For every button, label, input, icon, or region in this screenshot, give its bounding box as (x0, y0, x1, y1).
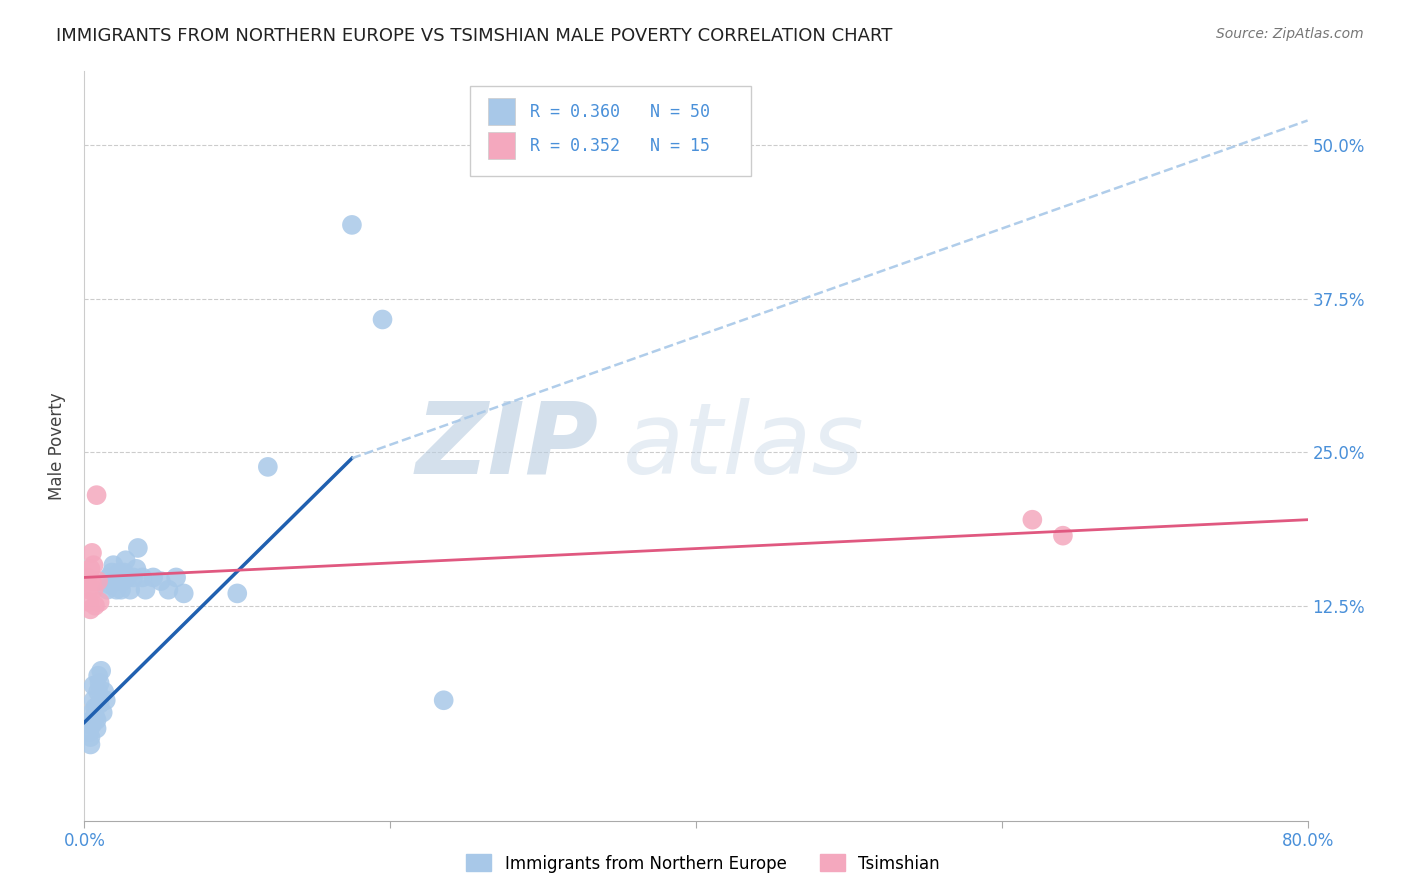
Point (125, 562, 148, 576)
Point (87, 574, 110, 588)
Point (83, 558, 105, 573)
Point (1052, 529, 1074, 543)
Point (80, 718, 103, 732)
Point (371, 312, 394, 326)
Point (93, 684, 115, 698)
Text: IMMIGRANTS FROM NORTHERN EUROPE VS TSIMSHIAN MALE POVERTY CORRELATION CHART: IMMIGRANTS FROM NORTHERN EUROPE VS TSIMS… (56, 27, 893, 45)
Point (108, 566, 131, 580)
Point (79, 562, 101, 576)
Point (97, 570, 120, 584)
Point (110, 582, 132, 597)
Point (87, 669, 110, 683)
Legend: Immigrants from Northern Europe, Tsimshian: Immigrants from Northern Europe, Tsimshi… (460, 847, 946, 880)
Point (226, 586, 249, 600)
Point (142, 570, 165, 584)
Point (91, 706, 114, 720)
Point (77, 582, 100, 597)
Text: R = 0.360   N = 50: R = 0.360 N = 50 (530, 103, 710, 120)
Point (79, 730, 101, 744)
Point (89, 697, 111, 711)
Point (131, 570, 153, 584)
Point (149, 574, 172, 588)
Point (84, 709, 107, 723)
Point (77, 725, 100, 739)
Point (76, 570, 98, 584)
Point (111, 574, 134, 588)
Point (135, 582, 157, 597)
Point (122, 570, 145, 584)
Point (98, 578, 121, 592)
Point (80, 706, 103, 720)
Point (340, 218, 363, 232)
Bar (488, 98, 515, 125)
Text: R = 0.352   N = 15: R = 0.352 N = 15 (530, 136, 710, 154)
Point (84, 599, 107, 613)
Point (80, 574, 103, 588)
Point (86, 722, 108, 736)
Point (101, 566, 124, 580)
Point (165, 570, 187, 584)
Point (83, 679, 105, 693)
Y-axis label: Male Poverty: Male Poverty (48, 392, 66, 500)
Point (90, 664, 112, 678)
Text: atlas: atlas (623, 398, 865, 494)
Point (87, 684, 110, 698)
Point (107, 570, 129, 584)
Text: ZIP: ZIP (415, 398, 598, 494)
Point (86, 488, 108, 502)
Point (96, 582, 118, 597)
Point (80, 546, 103, 560)
Point (1021, 513, 1043, 527)
Point (89, 595, 111, 609)
Point (114, 553, 136, 567)
Point (86, 713, 108, 727)
Point (112, 566, 135, 580)
Point (127, 541, 149, 555)
Point (94, 693, 117, 707)
Point (173, 586, 195, 600)
Point (115, 570, 138, 584)
Point (157, 582, 180, 597)
Point (83, 693, 105, 707)
Point (79, 738, 101, 752)
Point (433, 693, 456, 707)
Point (104, 574, 127, 588)
Point (105, 582, 128, 597)
Point (103, 558, 125, 573)
Point (76, 715, 98, 730)
Point (77, 595, 100, 609)
Point (120, 582, 142, 597)
FancyBboxPatch shape (470, 87, 751, 177)
Text: Source: ZipAtlas.com: Source: ZipAtlas.com (1216, 27, 1364, 41)
Point (83, 582, 105, 597)
Point (257, 459, 280, 474)
Point (79, 602, 101, 616)
Point (89, 676, 111, 690)
Bar (488, 132, 515, 159)
Point (84, 700, 107, 714)
